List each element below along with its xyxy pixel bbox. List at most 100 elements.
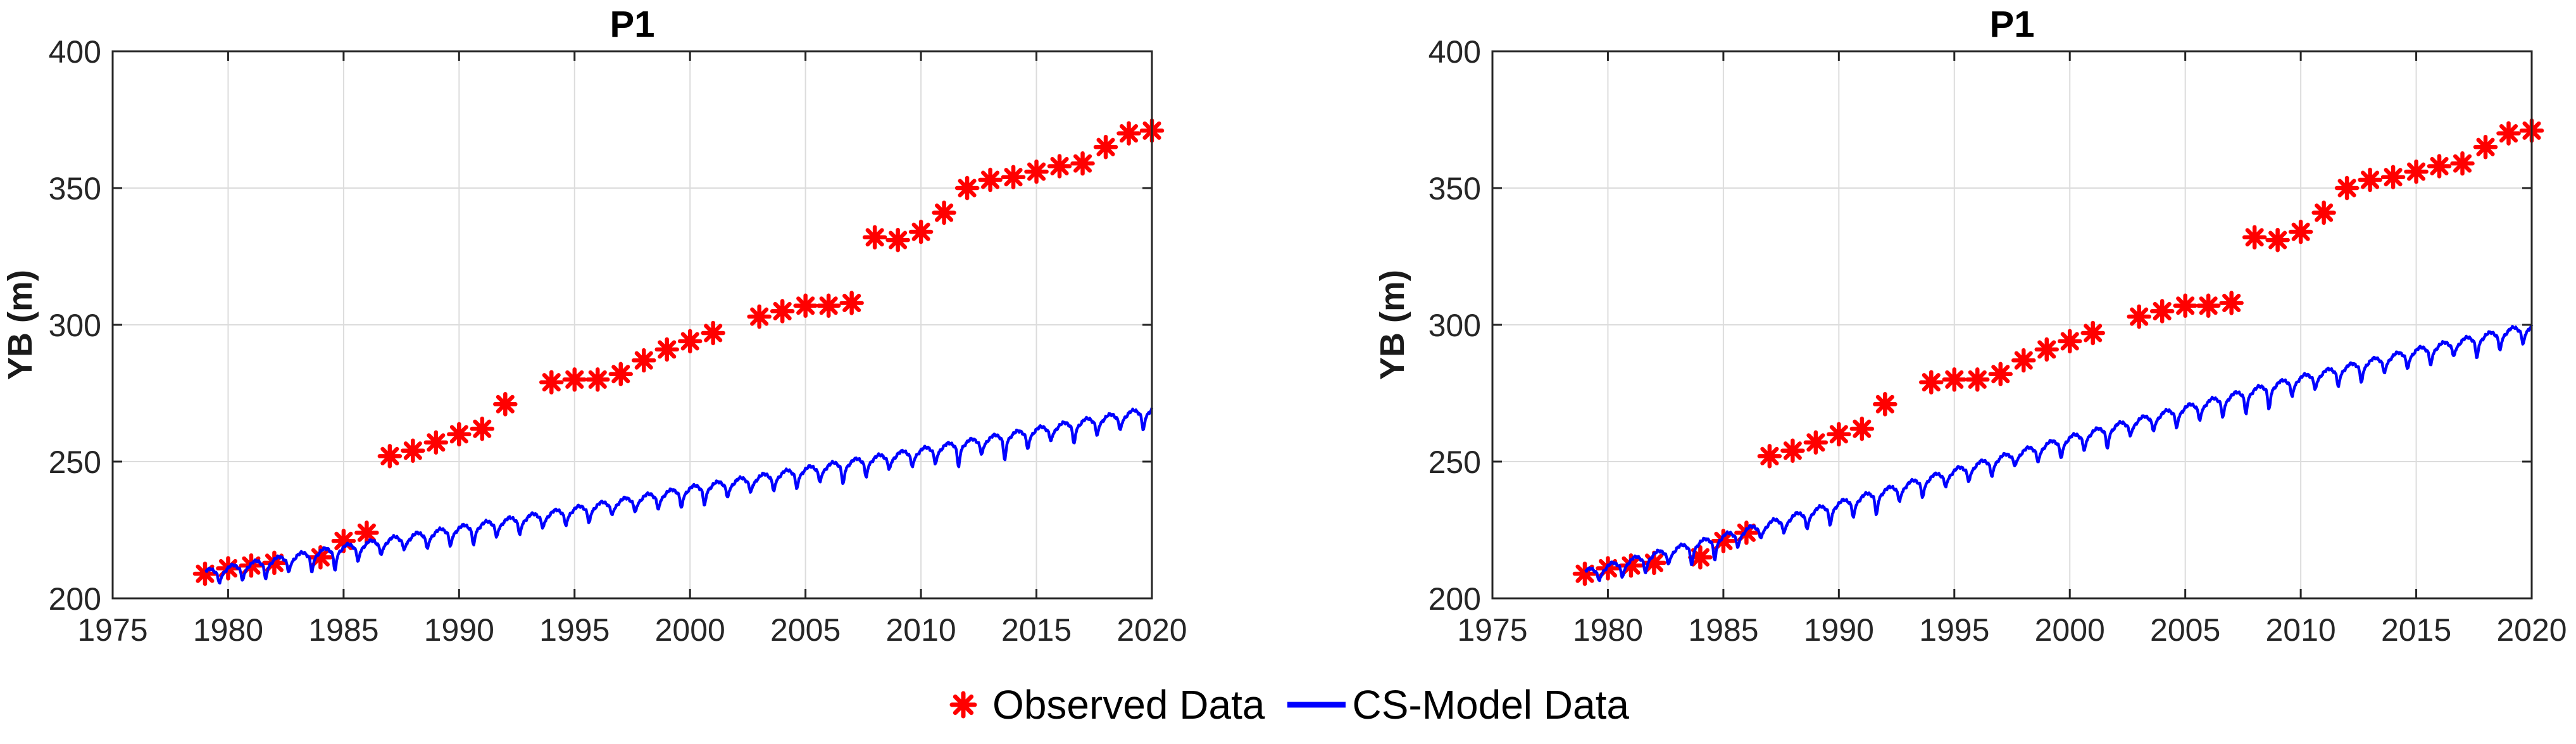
marker-stroke xyxy=(1027,162,1046,181)
legend-label-model: CS-Model Data xyxy=(1352,682,1629,728)
observed-data-point xyxy=(493,392,518,417)
marker-stroke xyxy=(2060,332,2079,351)
observed-data-point xyxy=(470,416,495,441)
x-tick-label: 1985 xyxy=(1688,612,1758,648)
marker-stroke xyxy=(796,296,815,315)
marker-stroke xyxy=(1945,370,1964,389)
x-tick-label: 2005 xyxy=(770,612,841,648)
marker-stroke xyxy=(2453,154,2472,173)
marker-stroke xyxy=(1691,548,1710,567)
marker-stroke xyxy=(1853,419,1872,438)
marker-stroke xyxy=(588,370,607,389)
marker-stroke xyxy=(1806,433,1825,452)
observed-data-point xyxy=(2288,219,2313,244)
x-tick-label: 1985 xyxy=(308,612,378,648)
y-tick-label: 350 xyxy=(49,171,101,206)
observed-data-point xyxy=(2473,134,2498,160)
marker-stroke xyxy=(2315,203,2334,222)
marker-stroke xyxy=(935,203,954,222)
observed-data-point xyxy=(2127,304,2151,329)
marker-stroke xyxy=(981,170,1000,189)
observed-data-point xyxy=(1757,444,1782,469)
marker-stroke xyxy=(565,370,584,389)
observed-data-point xyxy=(1093,134,1118,160)
marker-stroke xyxy=(2407,162,2426,181)
observed-data-point xyxy=(539,370,564,394)
observed-data-point xyxy=(423,430,449,455)
observed-data-point xyxy=(1047,154,1072,179)
marker-stroke xyxy=(496,394,515,413)
observed-data-point xyxy=(1070,151,1095,176)
observed-data-point xyxy=(2450,151,2475,176)
observed-data-point xyxy=(401,438,425,463)
marker-stroke xyxy=(1096,137,1115,156)
observed-data-point xyxy=(2196,293,2221,318)
panel-1-y-axis-label: YB (m) xyxy=(1,270,39,380)
marker-stroke xyxy=(1622,556,1641,575)
observed-data-point xyxy=(562,367,587,392)
marker-stroke xyxy=(2268,230,2287,249)
marker-stroke xyxy=(2476,137,2495,156)
marker-stroke xyxy=(658,340,677,359)
y-tick-label: 200 xyxy=(1429,581,1481,617)
observed-data-point xyxy=(2149,299,2175,324)
observed-data-point xyxy=(585,367,610,392)
observed-data-point xyxy=(1827,422,1851,447)
observed-data-point xyxy=(1572,561,1597,586)
marker-stroke xyxy=(680,332,699,351)
marker-stroke xyxy=(2153,301,2172,320)
observed-data-point xyxy=(2242,225,2267,250)
x-tick-label: 2010 xyxy=(885,612,956,648)
observed-data-point xyxy=(447,422,472,447)
marker-stroke xyxy=(750,307,769,326)
observed-data-point xyxy=(2427,154,2452,179)
marker-stroke xyxy=(2084,324,2103,343)
observed-data-point xyxy=(2080,320,2105,346)
x-tick-label: 2005 xyxy=(2150,612,2220,648)
axes-frame xyxy=(111,50,1153,600)
observed-data-point xyxy=(816,293,841,318)
marker-stroke xyxy=(1073,154,1092,173)
observed-data-point xyxy=(1849,416,1875,441)
y-tick-label: 250 xyxy=(49,445,101,480)
x-tick-label: 2000 xyxy=(2035,612,2105,648)
marker-stroke xyxy=(958,179,977,198)
x-tick-label: 2015 xyxy=(2381,612,2451,648)
marker-stroke xyxy=(334,531,353,550)
observed-data-point xyxy=(908,219,934,244)
observed-data-point xyxy=(2173,293,2198,318)
marker-stroke xyxy=(1875,394,1894,413)
observed-data-point xyxy=(747,304,772,329)
x-tick-label: 1995 xyxy=(1919,612,1989,648)
observed-data-point xyxy=(192,561,218,586)
marker-stroke xyxy=(842,293,861,312)
marker-stroke xyxy=(1991,365,2010,384)
observed-data-point xyxy=(2380,165,2406,189)
marker-stroke xyxy=(2361,170,2380,189)
observed-data-point xyxy=(770,299,795,324)
y-tick-label: 250 xyxy=(1429,445,1481,480)
marker-stroke xyxy=(449,425,468,444)
marker-stroke xyxy=(704,324,723,343)
marker-stroke xyxy=(2199,296,2218,315)
legend-item-model: CS-Model Data xyxy=(1286,681,1629,728)
marker-stroke xyxy=(357,523,376,542)
marker-stroke xyxy=(2222,293,2241,312)
axes-frame xyxy=(1491,50,2533,600)
panel-1: 1975 1980 1985 1990 1995 2000 2005 2010 2015 2020… xyxy=(49,34,1187,648)
marker-stroke xyxy=(1922,373,1941,392)
marker-stroke xyxy=(2245,228,2264,247)
marker-stroke xyxy=(2384,168,2403,187)
marker-stroke xyxy=(1644,553,1663,572)
observed-data-asterisk-icon xyxy=(949,691,977,719)
marker-stroke xyxy=(2337,179,2356,198)
marker-stroke xyxy=(2014,351,2033,370)
y-tick-label: 400 xyxy=(49,34,101,70)
marker-stroke xyxy=(889,230,908,249)
legend: Observed Data CS-Model Data xyxy=(0,676,2576,733)
panel-2-y-axis-label: YB (m) xyxy=(1373,270,1411,380)
marker-stroke xyxy=(403,441,422,460)
observed-data-point xyxy=(862,225,887,250)
marker-stroke xyxy=(611,365,630,384)
